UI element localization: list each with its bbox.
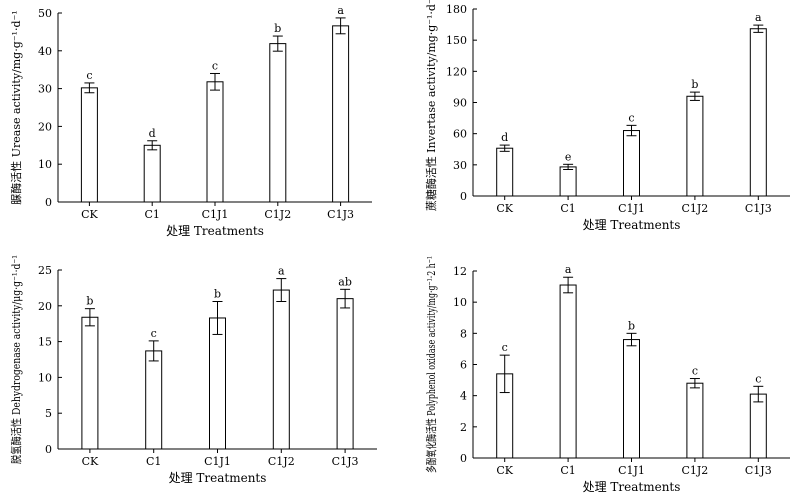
significance-label: b bbox=[214, 288, 221, 301]
significance-label: c bbox=[628, 111, 634, 124]
y-tick-label: 30 bbox=[38, 83, 52, 96]
y-axis-title: 脲酶活性 Urease activity/mg·g⁻¹·d⁻¹ bbox=[9, 10, 23, 204]
x-tick-label: C1 bbox=[560, 202, 575, 215]
x-tick-label: C1J3 bbox=[332, 455, 359, 468]
y-tick-label: 15 bbox=[38, 336, 52, 349]
x-axis-title: 处理 Treatments bbox=[583, 480, 681, 494]
chart-panel-1: 0 10 20 30 40 50 c CK d C1 c C1J1 b C1J2 a C1J3 处理 Treat… bbox=[9, 4, 372, 238]
chart-panel-3: 0 5 10 15 20 25 b CK c C1 b C1J1 a C1J2 ab C1J3 处理 Treat… bbox=[9, 255, 377, 485]
chart-panel-2: 0 30 60 90 120 150 180 d CK e C1 c C1J1 b C1J2 a C1J3 处理 … bbox=[424, 0, 790, 232]
y-axis-title: 多酚氧化酶活性 Polyphenol oxidase activity/mg·g… bbox=[424, 256, 438, 473]
significance-label: a bbox=[755, 11, 762, 24]
y-tick-label: 8 bbox=[460, 327, 467, 340]
x-tick-label: CK bbox=[81, 208, 98, 221]
bar-C1J2 bbox=[269, 43, 287, 203]
x-tick-label: C1J2 bbox=[268, 455, 295, 468]
y-tick-label: 2 bbox=[460, 421, 467, 434]
x-tick-label: C1J1 bbox=[618, 464, 645, 477]
x-tick-label: C1 bbox=[146, 455, 161, 468]
x-tick-label: C1J2 bbox=[681, 464, 708, 477]
y-axis-title: 蔗糖酶活性 Invertase activity/mg·g⁻¹·d⁻¹ bbox=[424, 0, 438, 211]
significance-label: b bbox=[86, 295, 93, 308]
x-axis-title: 处理 Treatments bbox=[583, 218, 681, 232]
bar-C1J2 bbox=[686, 382, 704, 459]
y-tick-label: 90 bbox=[453, 97, 467, 110]
y-tick-label: 180 bbox=[446, 3, 467, 16]
bar-CK bbox=[81, 316, 99, 450]
y-tick-label: 0 bbox=[45, 443, 52, 456]
bar-C1J1 bbox=[206, 81, 224, 203]
y-tick-label: 150 bbox=[446, 34, 467, 47]
x-tick-label: C1J1 bbox=[204, 455, 231, 468]
significance-label: b bbox=[274, 22, 281, 35]
significance-label: a bbox=[565, 263, 572, 276]
significance-label: d bbox=[501, 131, 508, 144]
y-tick-label: 50 bbox=[38, 7, 52, 20]
y-tick-label: 20 bbox=[38, 120, 52, 133]
x-tick-label: CK bbox=[82, 455, 99, 468]
x-tick-label: C1 bbox=[560, 464, 575, 477]
x-tick-label: C1J3 bbox=[745, 464, 772, 477]
significance-label: b bbox=[691, 78, 698, 91]
y-tick-label: 40 bbox=[38, 45, 52, 58]
y-tick-label: 0 bbox=[460, 190, 467, 203]
significance-label: c bbox=[212, 59, 218, 72]
bar-C1J3 bbox=[336, 298, 354, 450]
y-tick-label: 5 bbox=[45, 407, 52, 420]
x-tick-label: C1 bbox=[144, 208, 159, 221]
y-tick-label: 0 bbox=[45, 196, 52, 209]
bar-C1J2 bbox=[272, 289, 290, 450]
x-tick-label: C1J1 bbox=[202, 208, 229, 221]
bar-CK bbox=[80, 87, 98, 203]
bar-C1 bbox=[559, 166, 577, 197]
y-tick-label: 6 bbox=[460, 359, 467, 372]
y-tick-label: 20 bbox=[38, 300, 52, 313]
significance-label: a bbox=[278, 265, 285, 278]
significance-label: a bbox=[337, 4, 344, 17]
significance-label: ab bbox=[338, 275, 352, 288]
y-tick-label: 0 bbox=[460, 452, 467, 465]
significance-label: c bbox=[692, 365, 698, 378]
bar-C1 bbox=[145, 350, 163, 450]
bar-C1J3 bbox=[332, 25, 350, 203]
significance-label: d bbox=[149, 127, 156, 140]
y-tick-label: 12 bbox=[453, 265, 467, 278]
significance-label: c bbox=[151, 327, 157, 340]
y-tick-label: 10 bbox=[38, 158, 52, 171]
x-tick-label: CK bbox=[496, 202, 513, 215]
bar-C1J3 bbox=[749, 393, 767, 459]
x-tick-label: C1J2 bbox=[681, 202, 708, 215]
significance-label: c bbox=[755, 372, 761, 385]
bar-C1 bbox=[559, 284, 577, 459]
x-axis-title: 处理 Treatments bbox=[169, 471, 267, 485]
significance-label: c bbox=[502, 341, 508, 354]
x-tick-label: C1J3 bbox=[327, 208, 354, 221]
x-tick-label: C1J2 bbox=[264, 208, 291, 221]
chart-panel-4: 0 2 4 6 8 10 12 c CK a C1 b C1J1 c C1J2 c C1J3 处理 Treatme… bbox=[424, 256, 790, 494]
x-tick-label: CK bbox=[496, 464, 513, 477]
x-tick-label: C1J3 bbox=[745, 202, 772, 215]
y-tick-label: 4 bbox=[460, 390, 467, 403]
bar-C1J1 bbox=[209, 317, 226, 450]
y-tick-label: 30 bbox=[453, 159, 467, 172]
y-tick-label: 60 bbox=[453, 128, 467, 141]
bar-C1J3 bbox=[749, 28, 767, 197]
bar-C1J2 bbox=[686, 95, 704, 197]
significance-label: b bbox=[628, 319, 635, 332]
y-tick-label: 10 bbox=[453, 296, 467, 309]
bar-C1J1 bbox=[623, 130, 640, 197]
x-tick-label: C1J1 bbox=[618, 202, 645, 215]
y-tick-label: 25 bbox=[38, 264, 52, 277]
significance-label: e bbox=[565, 150, 572, 163]
bar-CK bbox=[496, 147, 514, 197]
bar-C1J1 bbox=[623, 339, 640, 459]
y-tick-label: 10 bbox=[38, 371, 52, 384]
y-tick-label: 120 bbox=[446, 65, 467, 78]
bar-C1 bbox=[143, 144, 161, 203]
significance-label: c bbox=[86, 69, 92, 82]
x-axis-title: 处理 Treatments bbox=[166, 224, 264, 238]
y-axis-title: 脱氢酶活性 Dehydrogenase activity/μg·g⁻¹·d⁻¹ bbox=[9, 255, 23, 464]
